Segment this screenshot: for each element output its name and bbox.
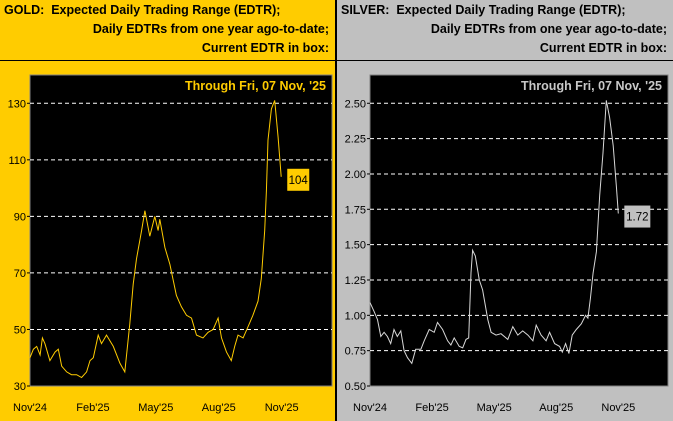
- silver-title-line-1: SILVER: Expected Daily Trading Range (ED…: [341, 3, 626, 17]
- silver-y-tick-label: 2.50: [345, 98, 366, 110]
- silver-edtr-line: [369, 100, 619, 365]
- silver-y-tick-label: 1.75: [345, 204, 366, 216]
- gold-y-tick-label: 110: [8, 155, 26, 167]
- silver-x-tick-label: Nov'25: [601, 402, 635, 414]
- gold-title: GOLD: Expected Daily Trading Range (EDTR…: [0, 0, 335, 61]
- gold-x-tick-label: Feb'25: [76, 402, 109, 414]
- silver-y-tick-label: 0.75: [345, 346, 366, 358]
- gold-x-tick-label: Nov'24: [13, 402, 47, 414]
- gold-title-line-1: GOLD: Expected Daily Trading Range (EDTR…: [4, 3, 281, 17]
- gold-x-tick-label: Nov'25: [265, 402, 299, 414]
- gold-edtr-line: [29, 100, 282, 379]
- silver-y-tick-label: 2.00: [345, 169, 366, 181]
- gold-y-tick-label: 70: [14, 268, 26, 280]
- silver-y-tick-label: 1.50: [345, 240, 366, 252]
- gold-title-line-2: Daily EDTRs from one year ago-to-date;: [92, 22, 329, 36]
- silver-y-tick-label: 2.25: [345, 134, 366, 146]
- silver-current-value-label: 1.72: [626, 212, 648, 224]
- silver-y-tick-label: 1.25: [345, 275, 366, 287]
- gold-plot-area: [29, 74, 333, 387]
- silver-chart: 0.50 0.75 1.00 1.25 1.50 1.75 2.00 2.25 2.50 Nov'…: [345, 74, 669, 414]
- gold-panel: GOLD: Expected Daily Trading Range (EDTR…: [0, 0, 335, 421]
- silver-title: SILVER: Expected Daily Trading Range (ED…: [337, 0, 673, 61]
- gold-y-tick-label: 130: [8, 98, 26, 110]
- silver-title-line-2: Daily EDTRs from one year ago-to-date;: [430, 22, 667, 36]
- silver-x-tick-label: May'25: [477, 402, 512, 414]
- silver-y-tick-label: 0.50: [345, 381, 366, 393]
- gold-x-tick-label: May'25: [138, 402, 173, 414]
- gold-y-tick-label: 50: [14, 324, 26, 336]
- gold-current-value-box: [287, 168, 310, 191]
- gold-y-tick-label: 90: [14, 211, 26, 223]
- silver-x-tick-label: Nov'24: [353, 402, 387, 414]
- silver-title-line-3: Current EDTR in box:: [539, 41, 667, 55]
- silver-panel: SILVER: Expected Daily Trading Range (ED…: [337, 0, 673, 421]
- silver-current-value-box: [624, 205, 651, 228]
- gold-current-value-label: 104: [289, 175, 309, 187]
- gold-x-tick-label: Aug'25: [202, 402, 236, 414]
- silver-y-tick-label: 1.00: [345, 310, 366, 322]
- gold-through-date-annotation: Through Fri, 07 Nov, '25: [185, 79, 326, 93]
- silver-plot-area: [369, 74, 669, 387]
- silver-x-tick-label: Feb'25: [415, 402, 448, 414]
- gold-y-tick-label: 30: [14, 381, 26, 393]
- silver-x-tick-label: Aug'25: [539, 402, 573, 414]
- gold-title-line-3: Current EDTR in box:: [201, 41, 329, 55]
- gold-chart: 30 50 70 90 110 130 Nov'24 Feb'25 May'25 Aug'25 No…: [8, 74, 333, 414]
- silver-through-date-annotation: Through Fri, 07 Nov, '25: [521, 79, 662, 93]
